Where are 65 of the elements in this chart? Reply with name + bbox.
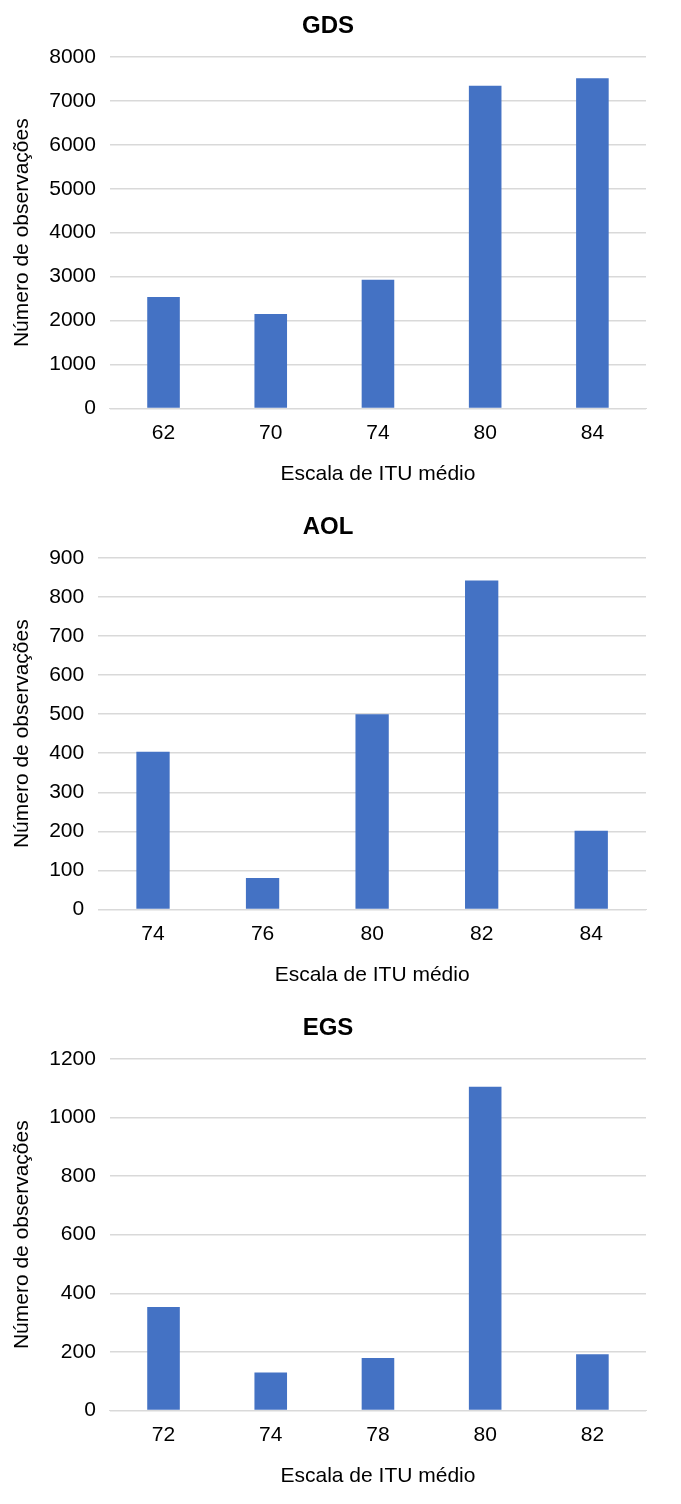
- x-tick-label: 78: [366, 1422, 390, 1445]
- y-tick-label: 200: [60, 1338, 96, 1362]
- x-tick-label: 62: [151, 420, 176, 443]
- y-axis-title: Número de observações: [9, 1120, 33, 1350]
- bar: [245, 877, 280, 909]
- chart-title: GDS: [301, 11, 355, 39]
- bar: [576, 78, 609, 408]
- y-tick-label: 0: [72, 896, 85, 920]
- x-tick-label: 80: [473, 420, 497, 443]
- bar: [147, 296, 180, 408]
- y-axis-title: Número de observações: [9, 118, 33, 348]
- y-tick-label: 0: [84, 1397, 96, 1421]
- x-tick-label: 70: [259, 420, 283, 443]
- y-tick-label: 700: [49, 622, 85, 646]
- x-tick-label: 82: [580, 1422, 605, 1445]
- x-tick-label: 80: [360, 921, 384, 944]
- y-tick-label: 6000: [49, 131, 96, 155]
- x-tick-label: 84: [579, 921, 604, 944]
- x-axis-title: Escala de ITU médio: [280, 461, 476, 485]
- y-tick-label: 100: [49, 857, 85, 881]
- x-tick-label: 74: [366, 420, 390, 443]
- x-tick-label: 80: [473, 1422, 497, 1445]
- y-tick-label: 4000: [49, 219, 96, 243]
- x-tick-label: 82: [469, 921, 494, 944]
- y-tick-label: 1200: [49, 1045, 96, 1069]
- bar: [136, 751, 170, 909]
- y-tick-label: 200: [49, 818, 85, 842]
- y-tick-label: 400: [49, 740, 85, 764]
- x-tick-label: 76: [250, 921, 275, 944]
- bar: [361, 279, 395, 408]
- chart-title: EGS: [302, 1013, 354, 1041]
- bar: [465, 580, 499, 909]
- y-axis-title: Número de observações: [9, 619, 33, 849]
- y-tick-label: 300: [49, 779, 85, 803]
- y-tick-label: 2000: [49, 307, 96, 331]
- bar: [355, 714, 389, 909]
- x-tick-label: 74: [259, 1422, 283, 1445]
- bar: [468, 85, 502, 408]
- bar: [254, 1372, 288, 1410]
- x-tick-label: 74: [141, 921, 166, 944]
- bar: [574, 830, 608, 909]
- x-tick-label: 84: [580, 420, 605, 443]
- x-axis-title: Escala de ITU médio: [274, 962, 470, 986]
- y-tick-label: 0: [84, 395, 96, 419]
- bar: [147, 1307, 180, 1410]
- chart-title: AOL: [302, 512, 354, 540]
- bar: [468, 1086, 502, 1410]
- bar: [361, 1358, 395, 1410]
- x-tick-label: 72: [151, 1422, 176, 1445]
- y-tick-label: 5000: [49, 175, 96, 199]
- x-axis-title: Escala de ITU médio: [280, 1463, 476, 1487]
- y-tick-label: 800: [60, 1162, 96, 1186]
- y-tick-label: 600: [49, 661, 85, 685]
- y-tick-label: 8000: [49, 43, 96, 67]
- bar: [576, 1354, 609, 1410]
- y-tick-label: 1000: [49, 351, 96, 375]
- y-tick-label: 900: [49, 544, 85, 568]
- y-tick-label: 800: [49, 583, 85, 607]
- y-tick-label: 600: [60, 1221, 96, 1245]
- y-tick-label: 400: [60, 1280, 96, 1304]
- y-tick-label: 7000: [49, 87, 96, 111]
- y-tick-label: 500: [49, 700, 85, 724]
- y-tick-label: 1000: [49, 1104, 96, 1128]
- bar: [254, 314, 288, 408]
- y-tick-label: 3000: [49, 263, 96, 287]
